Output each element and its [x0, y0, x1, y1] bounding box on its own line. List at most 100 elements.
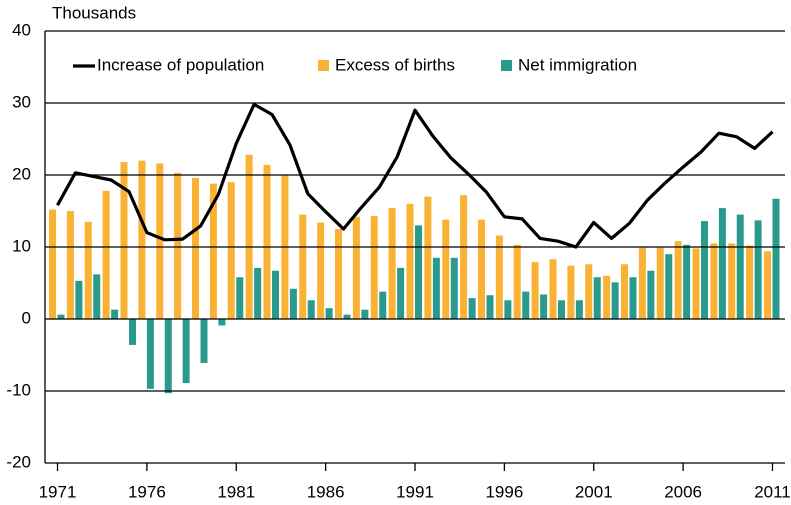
bar	[236, 277, 244, 319]
bar	[325, 308, 333, 319]
bar	[317, 222, 325, 319]
bar	[370, 216, 378, 319]
x-tick-label: 1971	[39, 482, 77, 501]
bar	[513, 244, 521, 319]
bar	[504, 300, 512, 319]
y-tick-label: 20	[12, 164, 31, 183]
bar	[146, 319, 154, 389]
bar	[620, 264, 628, 319]
bar	[665, 254, 673, 319]
bar	[549, 259, 557, 319]
bar	[557, 300, 565, 319]
x-tick-label: 1991	[396, 482, 434, 501]
y-tick-label: 40	[12, 20, 31, 39]
bar	[647, 270, 655, 319]
bar	[575, 300, 583, 319]
bar	[442, 219, 450, 319]
bar	[218, 319, 226, 326]
bar	[138, 160, 146, 319]
legend-label: Net immigration	[518, 55, 637, 74]
bar	[289, 288, 297, 319]
y-axis-label: Thousands	[52, 3, 136, 22]
bar	[352, 216, 360, 319]
bar	[692, 248, 700, 319]
bar	[379, 291, 387, 319]
y-tick-label: -10	[6, 380, 31, 399]
bar	[192, 177, 200, 319]
bar	[335, 229, 343, 319]
bar	[656, 247, 664, 319]
x-tick-label: 1981	[217, 482, 255, 501]
legend-swatch	[501, 60, 512, 71]
legend-label: Excess of births	[335, 55, 455, 74]
bar	[710, 243, 718, 319]
bar	[397, 267, 405, 319]
bar	[307, 300, 315, 319]
bar	[343, 314, 351, 319]
bar	[156, 163, 164, 319]
bar	[93, 274, 101, 319]
bar	[585, 264, 593, 319]
bar	[424, 196, 432, 319]
bar	[718, 208, 726, 319]
bar	[763, 251, 771, 319]
x-tick-label: 2006	[664, 482, 702, 501]
bar	[209, 183, 217, 319]
bar	[477, 219, 485, 319]
y-tick-label: 10	[12, 236, 31, 255]
x-tick-label: 1996	[485, 482, 523, 501]
x-tick-label: 1976	[128, 482, 166, 501]
bar	[406, 203, 414, 319]
bar	[540, 294, 548, 319]
bar	[746, 245, 754, 319]
bar	[531, 262, 539, 319]
legend-label: Increase of population	[97, 55, 264, 74]
bar	[129, 319, 137, 345]
bar	[200, 319, 208, 363]
bar	[736, 214, 744, 319]
bar	[754, 220, 762, 319]
bar	[611, 282, 619, 319]
bar	[629, 277, 637, 319]
bar	[66, 211, 74, 319]
x-tick-label: 1986	[307, 482, 345, 501]
bar	[415, 225, 422, 319]
x-tick-label: 2001	[575, 482, 613, 501]
bar	[522, 291, 530, 319]
bar	[460, 195, 468, 319]
bar	[254, 267, 262, 319]
bar	[468, 298, 476, 319]
bar	[49, 209, 57, 319]
line	[56, 102, 774, 249]
bar	[164, 319, 172, 394]
bar	[182, 319, 190, 384]
bar	[700, 221, 708, 319]
bar	[174, 172, 182, 319]
y-tick-label: 0	[22, 308, 31, 327]
bar	[486, 295, 494, 319]
bar	[84, 221, 92, 319]
bar	[57, 314, 65, 319]
bar	[674, 241, 682, 319]
bar	[683, 244, 691, 319]
legend-swatch	[318, 60, 329, 71]
bar	[299, 214, 307, 319]
bar	[495, 235, 503, 319]
bar	[593, 277, 601, 319]
bar	[361, 309, 369, 319]
bar	[450, 257, 458, 319]
bar	[388, 208, 396, 319]
bar	[245, 154, 253, 319]
bar	[263, 164, 271, 319]
bar	[728, 243, 736, 319]
y-tick-label: -20	[6, 452, 31, 471]
x-tick-label: 2011	[754, 482, 791, 501]
bar	[272, 270, 280, 319]
y-tick-label: 30	[12, 92, 31, 111]
bar	[227, 182, 235, 319]
bar	[432, 257, 440, 319]
bar	[567, 265, 575, 319]
bar	[772, 198, 780, 319]
bar	[120, 162, 128, 319]
